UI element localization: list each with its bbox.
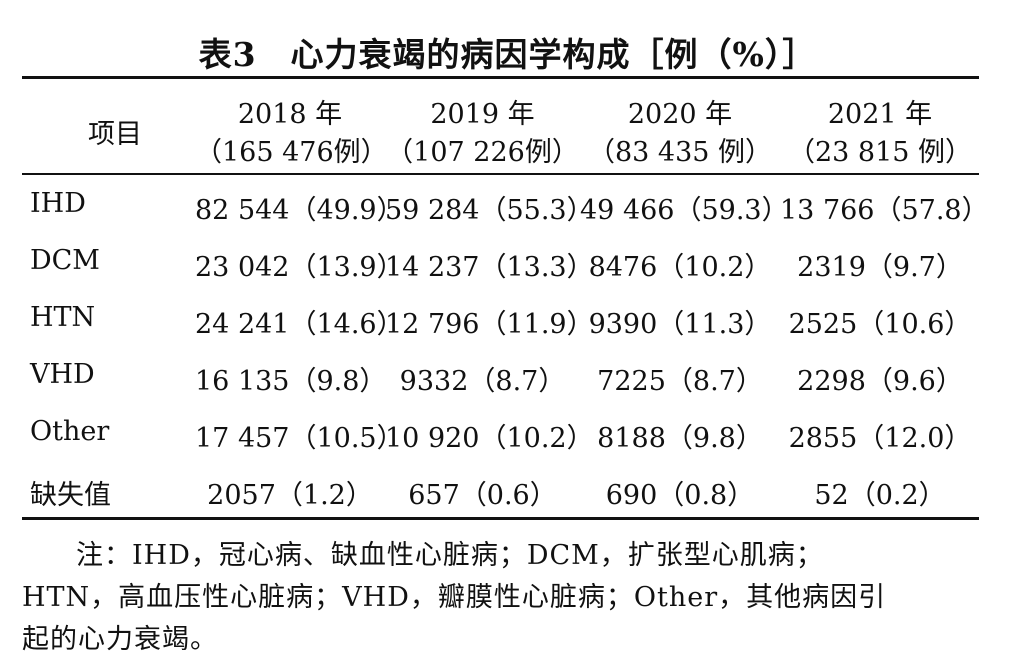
table-cell: 23 042（13.9） — [195, 252, 404, 283]
table-cell: 59 284（55.3） — [385, 195, 594, 226]
table-header-rule — [22, 173, 979, 175]
header-count: （23 815 例） — [787, 137, 973, 168]
table-cell: 2525（10.6） — [788, 309, 972, 340]
table-cell: 52（0.2） — [814, 480, 946, 511]
header-year: 2018 年 — [237, 99, 343, 130]
table-footnote: 注：IHD，冠心病、缺血性心脏病；DCM，扩张型心肌病； HTN，高血压性心脏病… — [22, 535, 982, 661]
table-cell: 2319（9.7） — [797, 252, 963, 283]
table-cell: 8188（9.8） — [597, 423, 763, 454]
table-cell: 24 241（14.6） — [195, 309, 404, 340]
table-cell: 7225（8.7） — [597, 366, 763, 397]
table-cell: 49 466（59.3） — [580, 195, 789, 226]
table-cell: 2057（1.2） — [207, 480, 373, 511]
table-cell: 17 457（10.5） — [195, 423, 404, 454]
header-count: （107 226例） — [386, 137, 579, 168]
table-cell: 82 544（49.9） — [195, 195, 404, 226]
table-cell: 8476（10.2） — [588, 252, 772, 283]
footnote-line: HTN，高血压性心脏病；VHD，瓣膜性心脏病；Other，其他病因引 — [22, 582, 887, 613]
table-cell: 9332（8.7） — [399, 366, 566, 397]
header-count: （83 435 例） — [587, 137, 773, 168]
table-cell: 16 135（9.8） — [195, 366, 387, 397]
table-cell: 657（0.6） — [408, 480, 557, 511]
row-label: VHD — [30, 359, 95, 390]
header-count: （165 476例） — [195, 137, 388, 168]
row-label: 缺失值 — [30, 480, 111, 511]
table-cell: 9390（11.3） — [588, 309, 772, 340]
row-label: DCM — [30, 245, 100, 276]
table-cell: 690（0.8） — [605, 480, 755, 511]
table-bottom-rule — [22, 517, 979, 520]
table-cell: 2298（9.6） — [797, 366, 963, 397]
table-title: 表3 心力衰竭的病因学构成［例（%）］ — [198, 35, 817, 74]
header-year: 2019 年 — [430, 99, 535, 130]
table-cell: 14 237（13.3） — [385, 252, 594, 283]
header-item: 项目 — [88, 119, 142, 150]
footnote-line: 注：IHD，冠心病、缺血性心脏病；DCM，扩张型心肌病； — [76, 540, 824, 571]
footnote-line: 起的心力衰竭。 — [22, 624, 218, 655]
row-label: HTN — [30, 302, 96, 333]
row-label: Other — [30, 416, 110, 447]
table-top-rule — [22, 76, 979, 79]
row-label: IHD — [30, 188, 86, 219]
table-cell: 13 766（57.8） — [780, 195, 989, 226]
table-cell: 2855（12.0） — [788, 423, 972, 454]
table-cell: 12 796（11.9） — [385, 309, 594, 340]
header-year: 2020 年 — [627, 99, 733, 130]
table-cell: 10 920（10.2） — [385, 423, 594, 454]
header-year: 2021 年 — [827, 99, 933, 130]
